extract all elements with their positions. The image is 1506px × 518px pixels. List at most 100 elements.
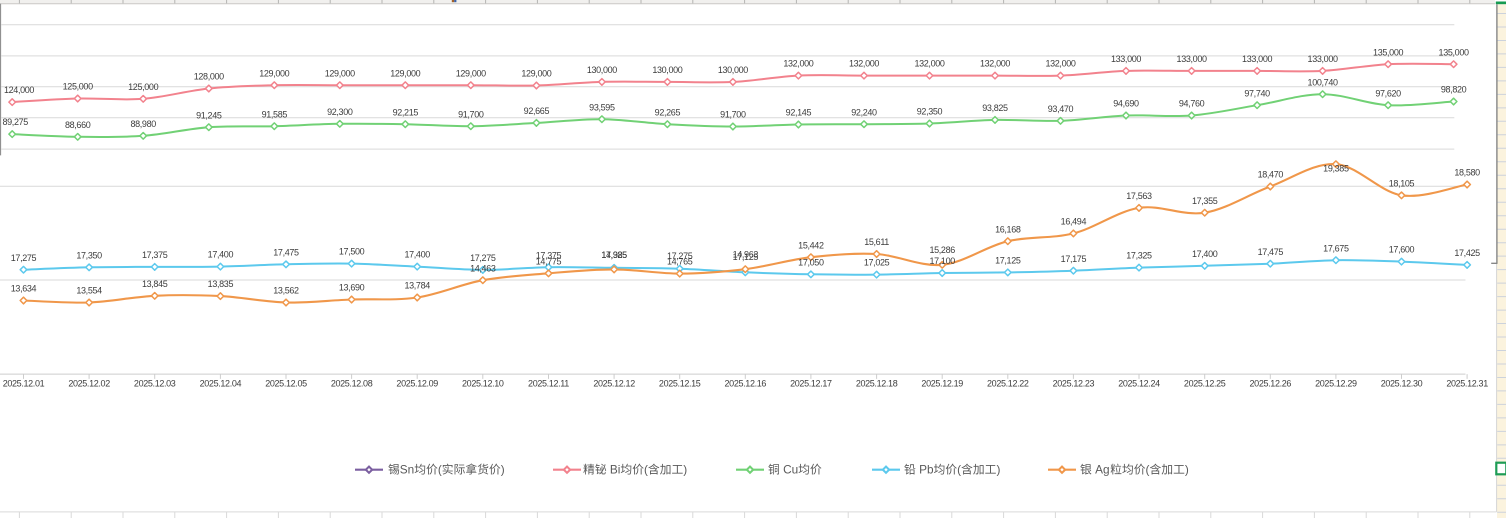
svg-text:17,355: 17,355	[1192, 196, 1218, 206]
svg-text:18,105: 18,105	[1389, 178, 1415, 188]
svg-text:17,400: 17,400	[1192, 249, 1218, 259]
svg-text:13,784: 13,784	[404, 281, 430, 291]
svg-text:Ag: Ag	[1095, 463, 1109, 477]
svg-text:2025.12.22: 2025.12.22	[987, 379, 1029, 389]
svg-text:17,400: 17,400	[404, 250, 430, 260]
svg-text:91,585: 91,585	[262, 109, 288, 119]
svg-text:133,000: 133,000	[1308, 54, 1338, 64]
svg-text:17,050: 17,050	[798, 257, 824, 267]
svg-text:2025.12.09: 2025.12.09	[396, 379, 438, 389]
svg-text:17,475: 17,475	[1258, 247, 1284, 257]
svg-text:124,000: 124,000	[4, 85, 34, 95]
svg-text:93,825: 93,825	[982, 103, 1008, 113]
svg-text:17,175: 17,175	[1061, 254, 1087, 264]
svg-text:94,690: 94,690	[1113, 99, 1139, 109]
svg-text:2025.12.25: 2025.12.25	[1184, 379, 1226, 389]
svg-text:17,400: 17,400	[208, 250, 234, 260]
svg-text:14,463: 14,463	[470, 263, 496, 273]
svg-text:128,000: 128,000	[194, 72, 224, 82]
svg-text:129,000: 129,000	[456, 68, 486, 78]
svg-text:130,000: 130,000	[718, 65, 748, 75]
svg-text:92,665: 92,665	[524, 106, 550, 116]
svg-text:2025.12.24: 2025.12.24	[1118, 379, 1160, 389]
svg-text:125,000: 125,000	[63, 82, 93, 92]
svg-text:14,775: 14,775	[536, 256, 562, 266]
svg-text:98,820: 98,820	[1441, 85, 1467, 95]
svg-text:15,442: 15,442	[798, 240, 824, 250]
svg-text:91,700: 91,700	[720, 110, 746, 120]
svg-text:17,025: 17,025	[864, 258, 890, 268]
svg-text:2025.12.04: 2025.12.04	[200, 379, 242, 389]
svg-text:): )	[996, 463, 1000, 477]
svg-text:91,245: 91,245	[196, 110, 222, 120]
svg-text:100,740: 100,740	[1308, 77, 1338, 87]
svg-text:92,350: 92,350	[917, 107, 943, 117]
svg-text:): )	[501, 463, 505, 477]
svg-text:13,845: 13,845	[142, 279, 168, 289]
svg-text:13,554: 13,554	[76, 286, 102, 296]
svg-text:17,325: 17,325	[601, 250, 627, 260]
svg-text:2025.12.30: 2025.12.30	[1381, 379, 1423, 389]
svg-text:13,634: 13,634	[11, 284, 37, 294]
svg-text:130,000: 130,000	[652, 65, 682, 75]
svg-text:132,000: 132,000	[849, 59, 879, 69]
svg-text:2025.12.26: 2025.12.26	[1250, 379, 1292, 389]
svg-text:17,100: 17,100	[929, 256, 955, 266]
svg-text:2025.12.03: 2025.12.03	[134, 379, 176, 389]
svg-text:18,470: 18,470	[1258, 170, 1284, 180]
svg-text:17,275: 17,275	[470, 253, 496, 263]
svg-text:94,760: 94,760	[1179, 99, 1205, 109]
svg-text:13,690: 13,690	[339, 283, 365, 293]
svg-text:17,675: 17,675	[1323, 243, 1349, 253]
svg-text:(: (	[438, 463, 442, 477]
svg-text:14,765: 14,765	[667, 257, 693, 267]
svg-text:129,000: 129,000	[521, 69, 551, 79]
svg-text:2025.12.18: 2025.12.18	[856, 379, 898, 389]
svg-text:135,000: 135,000	[1373, 47, 1403, 57]
svg-text:93,595: 93,595	[589, 102, 615, 112]
svg-text:(: (	[1146, 463, 1150, 477]
svg-text:19,385: 19,385	[1323, 164, 1349, 174]
svg-text:2025.12.23: 2025.12.23	[1053, 379, 1095, 389]
svg-text:132,000: 132,000	[1045, 59, 1075, 69]
svg-text:2025.12.19: 2025.12.19	[921, 379, 963, 389]
svg-text:129,000: 129,000	[259, 68, 289, 78]
svg-text:2025.12.15: 2025.12.15	[659, 379, 701, 389]
svg-text:91,700: 91,700	[458, 109, 484, 119]
svg-text:2025.12.17: 2025.12.17	[790, 379, 832, 389]
svg-text:2025.12.10: 2025.12.10	[462, 379, 504, 389]
svg-text:2025.12.02: 2025.12.02	[68, 379, 110, 389]
svg-text:17,475: 17,475	[273, 247, 299, 257]
svg-text:2025.12.01: 2025.12.01	[3, 379, 45, 389]
svg-text:130,000: 130,000	[587, 65, 617, 75]
svg-text:92,300: 92,300	[327, 107, 353, 117]
svg-text:16,168: 16,168	[995, 224, 1021, 234]
svg-text:92,265: 92,265	[655, 107, 681, 117]
svg-text:13,835: 13,835	[208, 279, 234, 289]
svg-text:14,963: 14,963	[733, 249, 759, 259]
svg-text:129,000: 129,000	[325, 68, 355, 78]
svg-text:17,275: 17,275	[667, 251, 693, 261]
svg-text:15,286: 15,286	[929, 245, 955, 255]
svg-text:): )	[683, 463, 687, 477]
svg-text:132,000: 132,000	[980, 59, 1010, 69]
svg-text:17,375: 17,375	[536, 250, 562, 260]
svg-text:92,240: 92,240	[851, 107, 877, 117]
svg-text:Sn: Sn	[400, 463, 414, 477]
svg-text:2025.12.29: 2025.12.29	[1315, 379, 1357, 389]
svg-text:17,125: 17,125	[995, 256, 1021, 266]
svg-text:17,425: 17,425	[1454, 248, 1480, 258]
svg-text:17,275: 17,275	[11, 253, 37, 263]
svg-text:(: (	[644, 463, 648, 477]
svg-text:Cu: Cu	[783, 463, 798, 477]
svg-text:14,985: 14,985	[601, 250, 627, 260]
svg-text:93,470: 93,470	[1048, 104, 1074, 114]
svg-text:17,350: 17,350	[76, 250, 102, 260]
svg-text:97,740: 97,740	[1244, 88, 1270, 98]
svg-text:15,611: 15,611	[864, 237, 889, 247]
svg-text:2025.12.05: 2025.12.05	[265, 379, 307, 389]
svg-text:89,275: 89,275	[3, 117, 29, 127]
svg-text:17,325: 17,325	[1126, 251, 1152, 261]
svg-text:Bi: Bi	[610, 463, 621, 477]
svg-text:): )	[1185, 463, 1189, 477]
